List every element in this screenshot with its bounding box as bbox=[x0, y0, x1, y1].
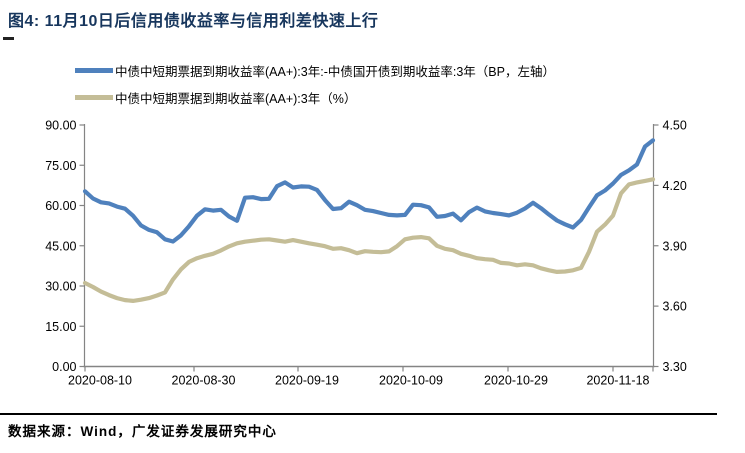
x-axis-date-label: 2020-09-19 bbox=[275, 374, 339, 388]
title-dash-mark bbox=[3, 37, 14, 40]
left-axis-tick-label: 75.00 bbox=[45, 159, 76, 173]
legend-item-yield: 中债中短期票据到期收益率(AA+):3年（%） bbox=[75, 84, 555, 111]
left-axis-tick-label: 45.00 bbox=[45, 239, 76, 253]
right-axis-tick-label: 3.60 bbox=[663, 300, 687, 314]
legend-label-yield: 中债中短期票据到期收益率(AA+):3年（%） bbox=[115, 92, 357, 106]
x-axis-date-label: 2020-08-30 bbox=[172, 374, 236, 388]
left-axis-tick-label: 15.00 bbox=[45, 320, 76, 334]
left-axis-tick-label: 30.00 bbox=[45, 280, 76, 294]
legend-item-spread: 中债中短期票据到期收益率(AA+):3年:-中债国开债到期收益率:3年（BP，左… bbox=[75, 57, 555, 84]
figure-title: 图4: 11月10日后信用债收益率与信用利差快速上行 bbox=[8, 13, 379, 30]
spread-line-series bbox=[82, 138, 656, 244]
x-axis-date-label: 2020-08-10 bbox=[68, 374, 132, 388]
left-axis-tick-label: 60.00 bbox=[45, 199, 76, 213]
chart-legend: 中债中短期票据到期收益率(AA+):3年:-中债国开债到期收益率:3年（BP，左… bbox=[75, 57, 555, 111]
left-axis-tick-label: 90.00 bbox=[45, 119, 76, 133]
left-axis-tick-label: 0.00 bbox=[52, 360, 76, 374]
right-axis-tick-label: 4.20 bbox=[663, 179, 687, 193]
yield-line-series bbox=[82, 177, 656, 303]
right-axis-tick-label: 3.30 bbox=[663, 360, 687, 374]
legend-swatch-spread-line bbox=[75, 68, 113, 73]
x-axis-date-label: 2020-10-29 bbox=[484, 374, 548, 388]
right-axis-tick-label: 4.50 bbox=[663, 119, 687, 133]
footer-divider-line bbox=[0, 413, 717, 415]
x-axis-date-label: 2020-11-18 bbox=[586, 374, 649, 388]
legend-label-spread: 中债中短期票据到期收益率(AA+):3年:-中债国开债到期收益率:3年（BP，左… bbox=[115, 65, 555, 79]
legend-swatch-yield-line bbox=[75, 95, 113, 100]
data-source-note: 数据来源：Wind，广发证券发展研究中心 bbox=[8, 424, 277, 439]
right-axis-tick-label: 3.90 bbox=[663, 239, 687, 253]
x-axis-date-label: 2020-10-09 bbox=[379, 374, 443, 388]
